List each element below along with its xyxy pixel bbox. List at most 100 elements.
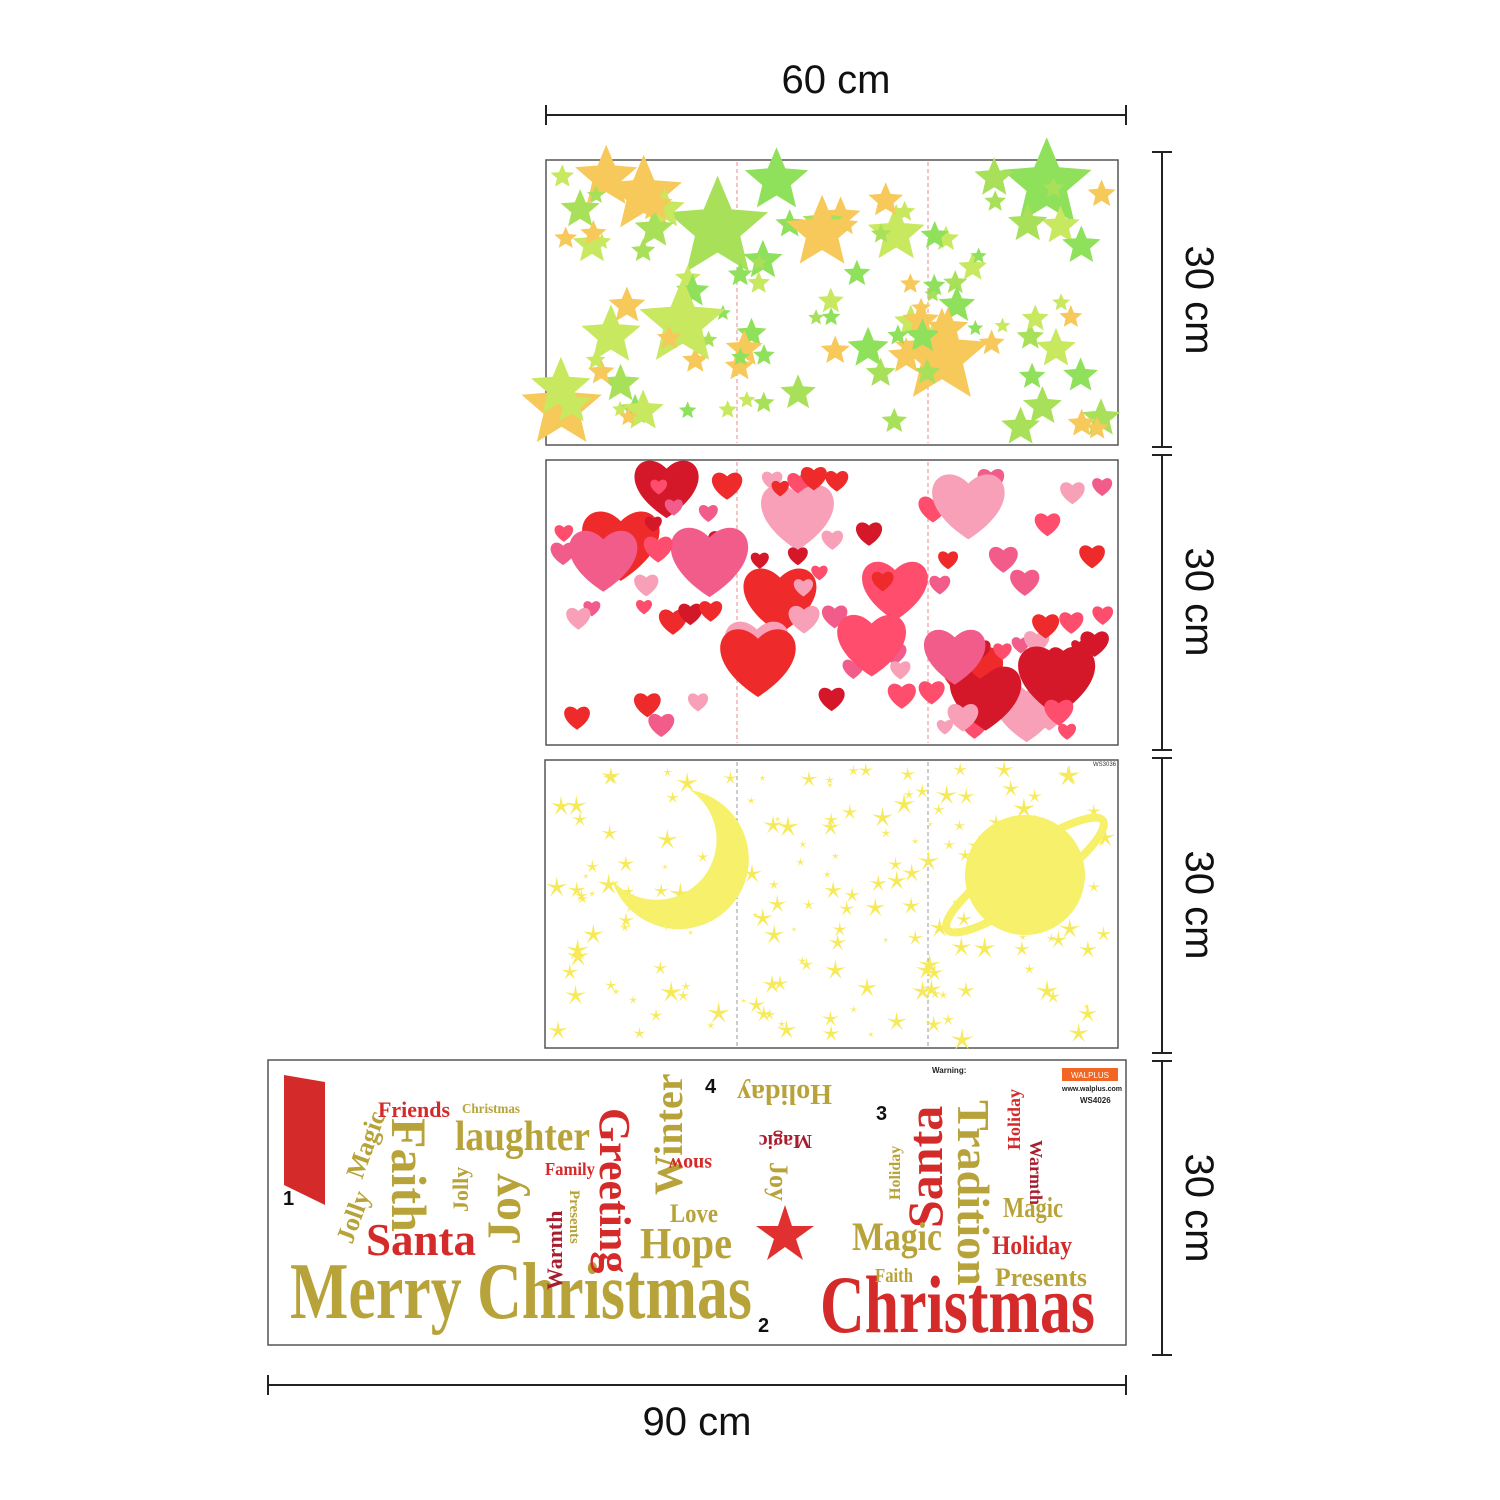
sparkle <box>1078 940 1097 958</box>
word: Hope <box>640 1219 732 1268</box>
star <box>820 335 850 363</box>
star <box>780 374 816 409</box>
star <box>575 144 638 204</box>
sparkle <box>952 762 968 777</box>
star <box>1001 137 1092 223</box>
sparkle <box>936 784 958 805</box>
heart <box>871 571 894 592</box>
sparkle <box>865 897 886 917</box>
star <box>817 287 844 313</box>
star <box>750 254 768 270</box>
star <box>923 273 946 296</box>
sparkle <box>831 852 840 860</box>
sparkle <box>601 824 618 841</box>
word: Presents <box>995 1263 1087 1292</box>
sparkle <box>823 812 839 827</box>
sparkle <box>660 980 683 1002</box>
sparkle <box>597 873 620 895</box>
sparkle <box>676 989 690 1002</box>
heart <box>1071 640 1087 655</box>
sparkle <box>867 1030 875 1038</box>
heart <box>670 527 749 598</box>
word: Greeting <box>590 1108 639 1273</box>
dimension-label: 60 cm <box>782 58 891 102</box>
sparkle <box>585 859 600 873</box>
sparkle <box>574 888 589 902</box>
sparkle <box>1019 933 1027 941</box>
sheet-number: 1 <box>283 1188 294 1210</box>
word: Magic <box>759 1130 812 1152</box>
sparkle <box>872 806 893 827</box>
sparkle <box>723 770 738 785</box>
sparkle <box>680 981 691 991</box>
sparkle <box>943 838 956 850</box>
heart <box>825 471 849 492</box>
word: Presents <box>566 1190 582 1244</box>
sparkle <box>832 921 848 936</box>
decorations <box>521 137 1121 1050</box>
sparkle <box>566 945 590 967</box>
sparkle <box>561 963 579 980</box>
sparkle <box>653 882 669 898</box>
sparkle <box>661 863 669 870</box>
sparkle <box>649 1008 663 1022</box>
star <box>631 238 656 262</box>
sparkle <box>611 987 621 996</box>
sparkle <box>907 929 924 945</box>
sheet-number: 2 <box>758 1315 769 1337</box>
star <box>1016 322 1044 349</box>
star <box>905 318 940 351</box>
sparkle <box>925 963 944 981</box>
sparkle <box>798 840 807 848</box>
star <box>581 304 641 361</box>
sparkle <box>941 1013 955 1026</box>
sparkle <box>797 955 807 966</box>
shape <box>284 1075 325 1205</box>
heart <box>936 719 954 735</box>
star <box>550 164 575 187</box>
sparkle <box>916 959 937 979</box>
heart <box>855 522 883 546</box>
star <box>738 391 756 408</box>
sparkle <box>617 854 635 872</box>
sparkle <box>1086 803 1102 818</box>
word: Joy <box>478 1173 531 1245</box>
star <box>970 247 987 264</box>
heart <box>1032 614 1060 639</box>
sparkle <box>911 837 919 845</box>
star <box>1021 304 1049 331</box>
star <box>785 194 859 264</box>
sparkle <box>957 981 975 999</box>
sparkle <box>886 870 907 890</box>
star <box>587 358 615 384</box>
star <box>714 304 731 320</box>
heart <box>564 706 590 730</box>
star <box>622 389 664 429</box>
heart <box>760 484 834 551</box>
word: Family <box>545 1159 595 1179</box>
star <box>978 329 1005 355</box>
word: Joy <box>764 1162 793 1201</box>
sparkle <box>822 1024 840 1042</box>
word: Santa <box>897 1106 953 1228</box>
star <box>1008 202 1048 241</box>
heart <box>923 629 986 685</box>
heart <box>699 601 723 622</box>
heart <box>644 516 662 532</box>
star <box>927 307 969 347</box>
star <box>895 307 989 397</box>
sparkle <box>762 974 782 993</box>
sparkle <box>676 772 698 793</box>
sparkle <box>847 764 860 776</box>
sparkle <box>932 803 945 815</box>
sparkle <box>747 995 766 1013</box>
sparkle <box>888 856 903 871</box>
star <box>887 337 925 372</box>
heart <box>711 472 743 500</box>
star <box>1067 408 1096 436</box>
word: Faith <box>875 1265 913 1287</box>
star <box>1001 406 1040 444</box>
star <box>881 407 908 432</box>
sparkle <box>1057 765 1079 786</box>
heart <box>890 661 911 680</box>
